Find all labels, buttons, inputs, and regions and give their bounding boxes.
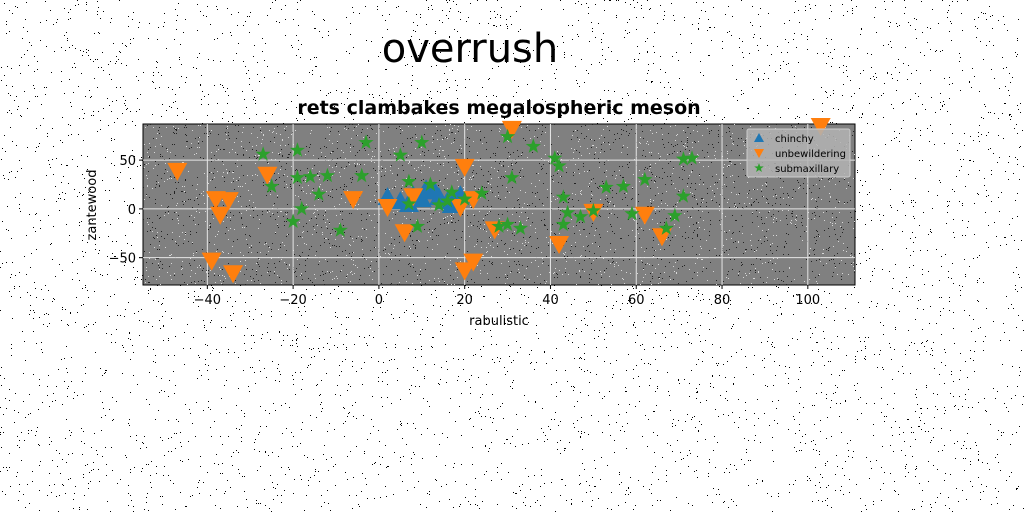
data-point-unbewildering (343, 191, 364, 210)
x-tick-label: 60 (628, 293, 645, 308)
data-point-unbewildering (810, 117, 831, 136)
data-point-unbewildering (634, 206, 655, 225)
data-point-submaxillary (289, 142, 305, 157)
x-tick-label: −40 (194, 293, 221, 308)
data-point-submaxillary (401, 173, 417, 188)
data-point-submaxillary (264, 178, 280, 193)
data-point-submaxillary (285, 213, 301, 228)
legend-label-submaxillary: submaxillary (775, 164, 839, 175)
data-point-unbewildering (210, 206, 231, 225)
data-point-unbewildering (394, 224, 415, 243)
data-point-submaxillary (422, 176, 438, 191)
data-point-submaxillary (500, 128, 516, 144)
data-point-submaxillary (675, 188, 691, 203)
data-point-submaxillary (414, 134, 430, 149)
data-point-unbewildering (549, 236, 570, 255)
data-point-submaxillary (667, 207, 683, 223)
data-point-unbewildering (463, 191, 484, 210)
figure-suptitle: overrush (382, 26, 558, 72)
data-point-submaxillary (319, 167, 335, 183)
grid-lines (143, 124, 855, 285)
data-point-unbewildering (463, 253, 484, 272)
legend-label-unbewildering: unbewildering (775, 149, 846, 160)
data-point-chinchy (411, 189, 432, 208)
data-point-unbewildering (403, 188, 424, 207)
data-point-submaxillary (684, 150, 700, 165)
data-marks (167, 117, 831, 284)
data-point-submaxillary (675, 151, 691, 166)
data-point-unbewildering (501, 120, 522, 139)
data-point-unbewildering (377, 198, 398, 217)
legend-marker-chinchy (754, 133, 764, 142)
axes: −40 −20 0 20 40 60 80 100 −50 0 50 (109, 154, 821, 308)
data-point-submaxillary (491, 218, 507, 233)
data-point-submaxillary (457, 191, 473, 206)
series-submaxillary (255, 128, 700, 237)
data-point-submaxillary (302, 168, 318, 184)
data-point-submaxillary (658, 220, 674, 235)
data-point-submaxillary (431, 197, 447, 212)
data-point-submaxillary (560, 204, 576, 220)
data-point-submaxillary (551, 158, 567, 173)
data-point-submaxillary (255, 146, 271, 161)
data-point-submaxillary (547, 150, 563, 165)
legend-marker-unbewildering (754, 149, 764, 158)
data-point-submaxillary (555, 216, 571, 231)
data-point-submaxillary (311, 186, 327, 201)
data-point-submaxillary (332, 222, 348, 237)
data-point-unbewildering (450, 198, 471, 217)
data-point-unbewildering (651, 228, 672, 247)
data-point-submaxillary (512, 220, 529, 235)
data-point-submaxillary (289, 169, 305, 185)
x-tick-label: 80 (714, 293, 731, 308)
data-point-unbewildering (454, 262, 475, 281)
data-point-unbewildering (167, 162, 188, 181)
data-point-submaxillary (474, 185, 490, 200)
x-axis-label: rabulistic (469, 314, 529, 329)
x-tick-label: 40 (542, 293, 559, 308)
legend-label-chinchy: chinchy (775, 134, 814, 145)
data-point-unbewildering (454, 158, 475, 177)
data-point-submaxillary (525, 138, 541, 153)
x-tick-label: −20 (279, 293, 306, 308)
data-point-submaxillary (444, 184, 460, 199)
data-point-submaxillary (354, 167, 370, 183)
y-tick-label: 50 (119, 154, 136, 169)
x-tick-label: 100 (795, 293, 820, 308)
data-point-submaxillary (358, 134, 374, 149)
data-point-submaxillary (401, 196, 417, 211)
data-point-submaxillary (409, 218, 426, 233)
legend-marker-submaxillary (754, 163, 764, 172)
data-point-submaxillary (504, 169, 520, 185)
data-point-submaxillary (572, 208, 589, 224)
y-axis-label: zantewood (85, 170, 100, 241)
data-point-submaxillary (555, 189, 571, 204)
data-point-submaxillary (598, 179, 614, 194)
data-point-submaxillary (392, 147, 408, 162)
data-point-unbewildering (201, 252, 222, 271)
data-point-submaxillary (624, 205, 640, 221)
data-point-submaxillary (615, 178, 631, 193)
x-tick-label: 0 (375, 293, 383, 308)
data-point-submaxillary (500, 216, 516, 231)
legend: chinchy unbewildering submaxillary (746, 128, 851, 178)
data-point-submaxillary (637, 171, 653, 187)
chart-title: rets clambakes megalospheric meson (297, 97, 700, 119)
data-point-unbewildering (223, 265, 244, 284)
legend-box (746, 128, 851, 178)
y-tick-label: 0 (128, 203, 136, 218)
data-point-unbewildering (218, 192, 239, 211)
x-tick-label: 20 (456, 293, 473, 308)
y-tick-label: −50 (109, 252, 136, 267)
data-point-submaxillary (439, 193, 456, 208)
data-point-unbewildering (257, 166, 278, 185)
data-point-submaxillary (294, 200, 310, 216)
data-point-submaxillary (585, 202, 601, 218)
